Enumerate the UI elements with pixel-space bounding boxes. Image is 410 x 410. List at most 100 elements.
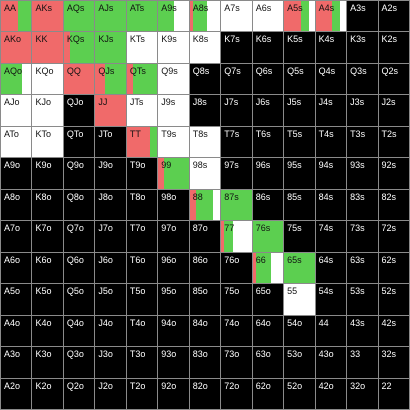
hand-cell[interactable]: A7s	[221, 1, 252, 32]
hand-cell[interactable]: Q2o	[63, 378, 95, 409]
hand-cell[interactable]: 42o	[315, 378, 347, 409]
hand-cell[interactable]: A7o	[1, 221, 32, 252]
hand-cell[interactable]: J7s	[221, 95, 252, 126]
hand-cell[interactable]: T6o	[126, 252, 158, 284]
hand-cell[interactable]: T9s	[158, 126, 189, 158]
hand-cell[interactable]: A4s	[315, 1, 347, 32]
hand-cell[interactable]: QTo	[63, 126, 95, 158]
hand-cell[interactable]: Q3s	[347, 63, 378, 95]
hand-cell[interactable]: AKs	[32, 1, 63, 32]
hand-cell[interactable]: 97o	[158, 221, 189, 252]
hand-cell[interactable]: 95s	[284, 158, 315, 189]
hand-cell[interactable]: Q9s	[158, 63, 189, 95]
hand-cell[interactable]: 92o	[158, 378, 189, 409]
hand-cell[interactable]: Q7s	[221, 63, 252, 95]
hand-cell[interactable]: Q2s	[378, 63, 409, 95]
hand-cell[interactable]: 94o	[158, 315, 189, 347]
hand-cell[interactable]: KJs	[95, 32, 126, 63]
hand-cell[interactable]: J6s	[252, 95, 284, 126]
hand-cell[interactable]: 64o	[252, 315, 284, 347]
hand-cell[interactable]: AKo	[1, 32, 32, 63]
hand-cell[interactable]: A6s	[252, 1, 284, 32]
hand-cell[interactable]: 43s	[347, 315, 378, 347]
hand-cell[interactable]: A3s	[347, 1, 378, 32]
hand-cell[interactable]: 33	[347, 347, 378, 378]
hand-cell[interactable]: JJ	[95, 95, 126, 126]
hand-cell[interactable]: A8o	[1, 189, 32, 221]
hand-cell[interactable]: 93o	[158, 347, 189, 378]
hand-cell[interactable]: A6o	[1, 252, 32, 284]
hand-cell[interactable]: J6o	[95, 252, 126, 284]
hand-cell[interactable]: 52o	[284, 378, 315, 409]
hand-cell[interactable]: 98o	[158, 189, 189, 221]
hand-cell[interactable]: K3s	[347, 32, 378, 63]
hand-cell[interactable]: Q4s	[315, 63, 347, 95]
hand-cell[interactable]: T5o	[126, 284, 158, 315]
hand-cell[interactable]: T2s	[378, 126, 409, 158]
hand-cell[interactable]: K5o	[32, 284, 63, 315]
hand-cell[interactable]: 94s	[315, 158, 347, 189]
hand-cell[interactable]: AJs	[95, 1, 126, 32]
hand-cell[interactable]: J3s	[347, 95, 378, 126]
hand-cell[interactable]: A8s	[189, 1, 221, 32]
hand-cell[interactable]: KTo	[32, 126, 63, 158]
hand-cell[interactable]: Q8o	[63, 189, 95, 221]
hand-cell[interactable]: 62s	[378, 252, 409, 284]
hand-cell[interactable]: J2s	[378, 95, 409, 126]
hand-cell[interactable]: Q5o	[63, 284, 95, 315]
hand-cell[interactable]: A2o	[1, 378, 32, 409]
hand-cell[interactable]: 54o	[284, 315, 315, 347]
hand-cell[interactable]: A9s	[158, 1, 189, 32]
hand-cell[interactable]: ATs	[126, 1, 158, 32]
hand-cell[interactable]: A2s	[378, 1, 409, 32]
hand-cell[interactable]: J8o	[95, 189, 126, 221]
hand-cell[interactable]: K6o	[32, 252, 63, 284]
hand-cell[interactable]: 96s	[252, 158, 284, 189]
hand-cell[interactable]: 96o	[158, 252, 189, 284]
hand-cell[interactable]: JTo	[95, 126, 126, 158]
hand-cell[interactable]: 53o	[284, 347, 315, 378]
hand-cell[interactable]: J9o	[95, 158, 126, 189]
hand-cell[interactable]: 75o	[221, 284, 252, 315]
hand-cell[interactable]: J4o	[95, 315, 126, 347]
hand-cell[interactable]: 73s	[347, 221, 378, 252]
hand-cell[interactable]: 98s	[189, 158, 221, 189]
hand-cell[interactable]: 85s	[284, 189, 315, 221]
hand-cell[interactable]: 83o	[189, 347, 221, 378]
hand-cell[interactable]: K6s	[252, 32, 284, 63]
hand-cell[interactable]: T8s	[189, 126, 221, 158]
hand-cell[interactable]: 86s	[252, 189, 284, 221]
hand-cell[interactable]: K7s	[221, 32, 252, 63]
hand-cell[interactable]: 92s	[378, 158, 409, 189]
hand-cell[interactable]: 88	[189, 189, 221, 221]
hand-cell[interactable]: AA	[1, 1, 32, 32]
hand-cell[interactable]: 83s	[347, 189, 378, 221]
hand-cell[interactable]: 87s	[221, 189, 252, 221]
hand-cell[interactable]: QQ	[63, 63, 95, 95]
hand-cell[interactable]: A4o	[1, 315, 32, 347]
hand-cell[interactable]: K2s	[378, 32, 409, 63]
hand-cell[interactable]: Q4o	[63, 315, 95, 347]
hand-cell[interactable]: 75s	[284, 221, 315, 252]
hand-cell[interactable]: J9s	[158, 95, 189, 126]
hand-cell[interactable]: K8s	[189, 32, 221, 63]
hand-cell[interactable]: T4s	[315, 126, 347, 158]
hand-cell[interactable]: T3o	[126, 347, 158, 378]
hand-cell[interactable]: K9o	[32, 158, 63, 189]
hand-cell[interactable]: KQo	[32, 63, 63, 95]
hand-cell[interactable]: J5s	[284, 95, 315, 126]
hand-cell[interactable]: Q6s	[252, 63, 284, 95]
hand-cell[interactable]: J2o	[95, 378, 126, 409]
hand-cell[interactable]: Q8s	[189, 63, 221, 95]
hand-cell[interactable]: Q3o	[63, 347, 95, 378]
hand-cell[interactable]: T9o	[126, 158, 158, 189]
hand-cell[interactable]: T8o	[126, 189, 158, 221]
hand-cell[interactable]: TT	[126, 126, 158, 158]
hand-cell[interactable]: KJo	[32, 95, 63, 126]
hand-cell[interactable]: 43o	[315, 347, 347, 378]
hand-cell[interactable]: A5o	[1, 284, 32, 315]
hand-cell[interactable]: T3s	[347, 126, 378, 158]
hand-cell[interactable]: K7o	[32, 221, 63, 252]
hand-cell[interactable]: 99	[158, 158, 189, 189]
hand-cell[interactable]: 55	[284, 284, 315, 315]
